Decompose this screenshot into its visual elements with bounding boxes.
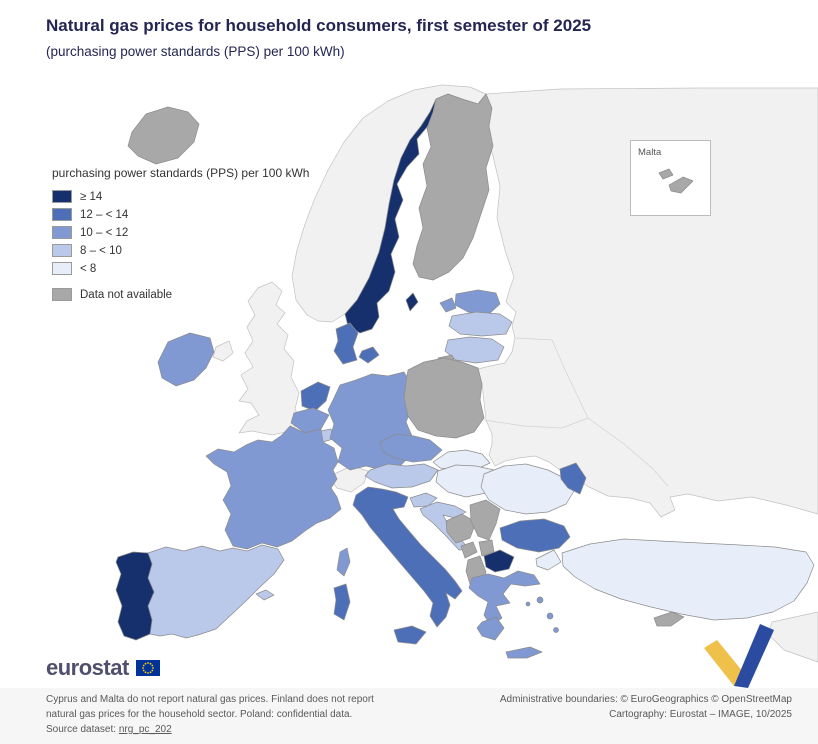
country-greece bbox=[468, 570, 541, 627]
country-russia bbox=[477, 87, 818, 518]
island-crete bbox=[505, 646, 543, 659]
legend-swatch bbox=[52, 226, 72, 239]
legend-title: purchasing power standards (PPS) per 100… bbox=[52, 166, 310, 180]
internal-borders bbox=[483, 337, 669, 487]
page-subtitle: (purchasing power standards (PPS) per 10… bbox=[46, 44, 345, 59]
legend-label: 12 – < 14 bbox=[80, 208, 129, 221]
country-slovenia bbox=[409, 492, 438, 508]
country-finland bbox=[412, 93, 494, 281]
country-bosnia bbox=[445, 513, 477, 544]
eurostat-logo-text: eurostat bbox=[46, 655, 129, 680]
page-title: Natural gas prices for household consume… bbox=[46, 16, 592, 35]
legend-row-ge14: ≥ 14 bbox=[52, 190, 309, 203]
credits: Administrative boundaries: © EuroGeograp… bbox=[500, 692, 792, 722]
legend-swatch bbox=[52, 190, 72, 203]
country-bulgaria bbox=[499, 518, 571, 553]
legend-row-10-12: 10 – < 12 bbox=[52, 226, 309, 239]
country-syria bbox=[767, 611, 818, 663]
country-netherlands bbox=[300, 381, 331, 412]
island-gozo bbox=[658, 168, 674, 180]
region-east-thrace bbox=[535, 549, 562, 571]
island-zealand bbox=[358, 346, 380, 364]
country-estonia bbox=[454, 289, 501, 315]
country-denmark bbox=[333, 322, 359, 365]
island-gotland bbox=[405, 292, 419, 312]
footnote-line-1: Cyprus and Malta do not report natural g… bbox=[46, 694, 374, 705]
island-aegean-1 bbox=[536, 596, 544, 604]
credit-cartography: Cartography: Eurostat – IMAGE, 10/2025 bbox=[609, 709, 792, 720]
legend-label: ≥ 14 bbox=[80, 190, 103, 203]
ribbon-yellow-stripe bbox=[704, 640, 748, 686]
source-dataset-link[interactable]: nrg_pc_202 bbox=[118, 724, 172, 735]
legend-swatch bbox=[52, 244, 72, 257]
legend-row-lt8: < 8 bbox=[52, 262, 309, 275]
source-prefix: Source dataset: bbox=[46, 724, 119, 735]
country-france bbox=[205, 425, 342, 550]
country-serbia bbox=[469, 499, 501, 541]
legend-label: Data not available bbox=[80, 288, 173, 301]
ribbon-blue-stripe bbox=[734, 624, 774, 688]
country-poland bbox=[403, 357, 485, 439]
country-turkey bbox=[561, 538, 815, 621]
image-ribbon-decoration bbox=[704, 624, 774, 688]
legend-swatch bbox=[52, 288, 72, 301]
malta-inset-map bbox=[658, 168, 694, 194]
country-romania bbox=[480, 463, 575, 515]
header: Natural gas prices for household consume… bbox=[46, 16, 746, 59]
island-sardinia bbox=[333, 583, 351, 621]
legend-row-12-14: 12 – < 14 bbox=[52, 208, 309, 221]
country-austria bbox=[364, 463, 439, 489]
eurostat-logo: eurostat bbox=[46, 655, 160, 681]
country-latvia bbox=[448, 311, 513, 337]
island-aegean-3 bbox=[553, 627, 559, 633]
credit-admin-boundaries: Administrative boundaries: © EuroGeograp… bbox=[499, 694, 792, 705]
footnotes: Cyprus and Malta do not report natural g… bbox=[46, 692, 374, 737]
island-malta bbox=[668, 176, 694, 194]
island-aegean-2 bbox=[546, 612, 554, 620]
legend-row-8-10: 8 – < 10 bbox=[52, 244, 309, 257]
country-montenegro bbox=[460, 541, 478, 559]
country-united-kingdom bbox=[238, 281, 302, 436]
legend-swatch bbox=[52, 262, 72, 275]
malta-inset: Malta bbox=[630, 140, 711, 216]
region-peloponnese bbox=[476, 616, 505, 641]
country-czechia bbox=[379, 433, 443, 463]
malta-inset-label: Malta bbox=[638, 147, 662, 158]
country-northern-ireland bbox=[212, 340, 234, 362]
island-saaremaa bbox=[439, 297, 457, 313]
island-corsica bbox=[336, 547, 351, 577]
country-ireland bbox=[157, 332, 215, 387]
footer-band bbox=[0, 688, 818, 744]
legend-label: 8 – < 10 bbox=[80, 244, 122, 257]
legend-label: < 8 bbox=[80, 262, 97, 275]
country-italy bbox=[352, 486, 463, 628]
source-line: Source dataset: nrg_pc_202 bbox=[46, 722, 374, 737]
country-portugal bbox=[115, 551, 155, 641]
map-legend: purchasing power standards (PPS) per 100… bbox=[52, 166, 309, 306]
country-cyprus bbox=[653, 611, 685, 627]
country-sweden bbox=[344, 98, 442, 334]
island-sicily bbox=[393, 625, 427, 645]
island-balearics bbox=[255, 589, 275, 601]
country-lithuania bbox=[444, 336, 505, 364]
country-north-macedonia bbox=[483, 549, 515, 573]
footnote-line-2: natural gas prices for the household sec… bbox=[46, 709, 353, 720]
country-moldova bbox=[559, 462, 587, 495]
eu-flag-icon bbox=[135, 660, 160, 676]
legend-swatch bbox=[52, 208, 72, 221]
country-iceland bbox=[127, 106, 200, 165]
legend-label: 10 – < 12 bbox=[80, 226, 129, 239]
island-aegean-4 bbox=[525, 601, 531, 607]
legend-row-nodata: Data not available bbox=[52, 288, 309, 301]
